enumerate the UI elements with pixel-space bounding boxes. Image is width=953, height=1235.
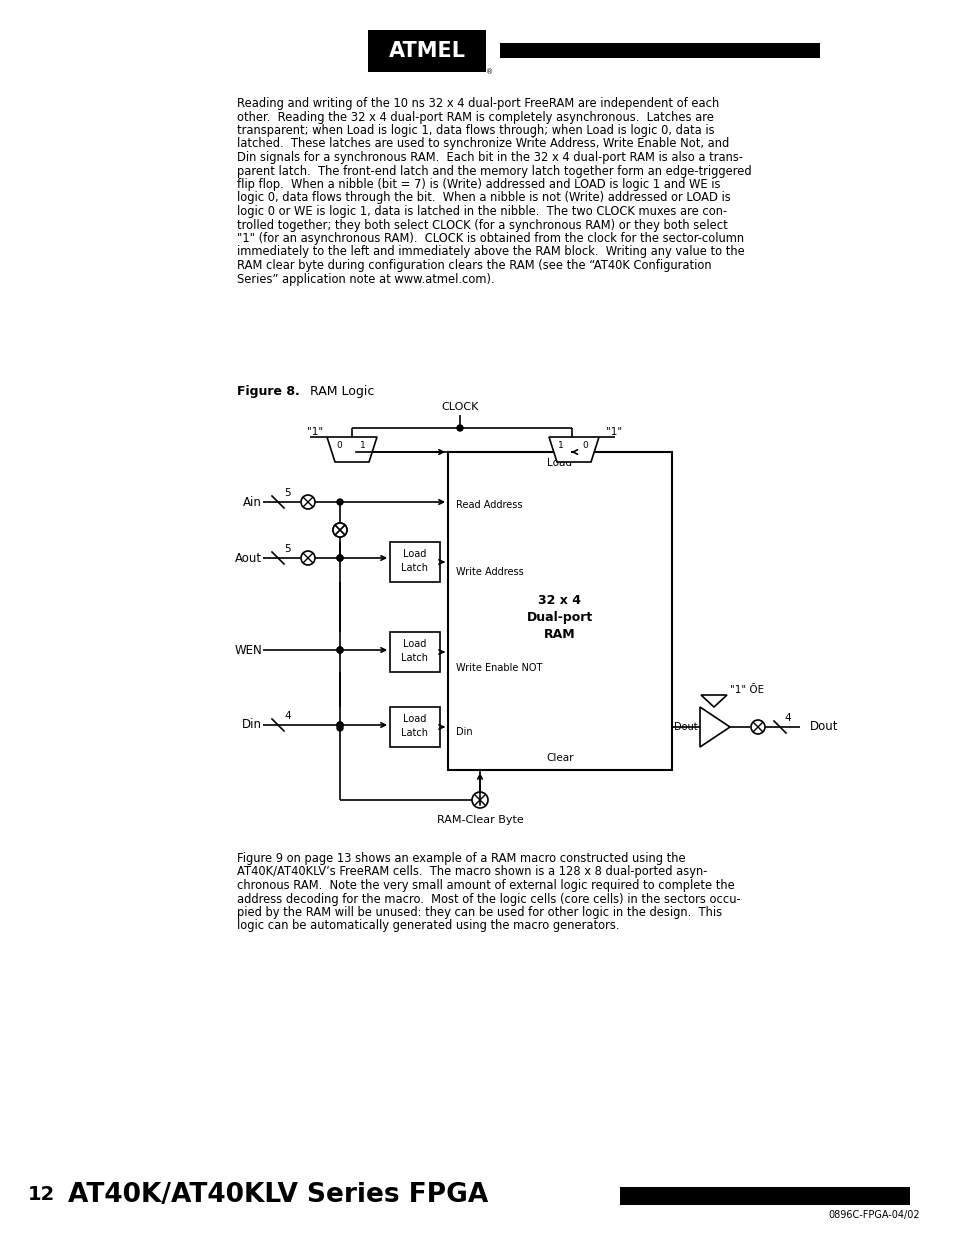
Text: "1": "1": [605, 427, 621, 437]
Text: Latch: Latch: [401, 653, 428, 663]
Text: CLOCK: CLOCK: [441, 403, 478, 412]
Text: "1" ŎE: "1" ŎE: [729, 685, 763, 695]
Text: logic can be automatically generated using the macro generators.: logic can be automatically generated usi…: [236, 920, 618, 932]
FancyBboxPatch shape: [390, 632, 439, 672]
Circle shape: [472, 792, 488, 808]
Text: logic 0 or WE is logic 1, data is latched in the nibble.  The two CLOCK muxes ar: logic 0 or WE is logic 1, data is latche…: [236, 205, 726, 219]
FancyBboxPatch shape: [448, 452, 671, 769]
Text: Latch: Latch: [401, 727, 428, 739]
Text: other.  Reading the 32 x 4 dual-port RAM is completely asynchronous.  Latches ar: other. Reading the 32 x 4 dual-port RAM …: [236, 110, 713, 124]
Circle shape: [456, 425, 462, 431]
Circle shape: [336, 722, 343, 727]
Circle shape: [750, 720, 764, 734]
Text: ®: ®: [486, 69, 493, 75]
Text: Series” application note at www.atmel.com).: Series” application note at www.atmel.co…: [236, 273, 494, 285]
Text: pied by the RAM will be unused: they can be used for other logic in the design. : pied by the RAM will be unused: they can…: [236, 906, 721, 919]
Text: address decoding for the macro.  Most of the logic cells (core cells) in the sec: address decoding for the macro. Most of …: [236, 893, 740, 905]
Text: Din: Din: [242, 719, 262, 731]
Text: logic 0, data flows through the bit.  When a nibble is not (Write) addressed or : logic 0, data flows through the bit. Whe…: [236, 191, 730, 205]
Text: trolled together; they both select CLOCK (for a synchronous RAM) or they both se: trolled together; they both select CLOCK…: [236, 219, 727, 231]
Text: Write Enable NOT: Write Enable NOT: [456, 663, 542, 673]
Text: Load: Load: [403, 638, 426, 650]
Circle shape: [301, 495, 314, 509]
Circle shape: [336, 555, 343, 561]
Text: Latch: Latch: [401, 563, 428, 573]
Polygon shape: [700, 706, 729, 747]
Text: Clear: Clear: [546, 753, 573, 763]
Text: "1" (for an asynchronous RAM).  CLOCK is obtained from the clock for the sector-: "1" (for an asynchronous RAM). CLOCK is …: [236, 232, 743, 245]
Text: parent latch.  The front-end latch and the memory latch together form an edge-tr: parent latch. The front-end latch and th…: [236, 164, 751, 178]
Text: 4: 4: [784, 713, 790, 722]
Text: AT40K/AT40KLV’s FreeRAM cells.  The macro shown is a 128 x 8 dual-ported asyn-: AT40K/AT40KLV’s FreeRAM cells. The macro…: [236, 866, 706, 878]
Text: 1: 1: [359, 441, 366, 450]
Text: Write Address: Write Address: [456, 567, 523, 577]
Circle shape: [336, 499, 343, 505]
Text: 12: 12: [28, 1186, 55, 1204]
FancyBboxPatch shape: [390, 706, 439, 747]
Text: Din signals for a synchronous RAM.  Each bit in the 32 x 4 dual-port RAM is also: Din signals for a synchronous RAM. Each …: [236, 151, 742, 164]
Text: 32 x 4: 32 x 4: [537, 594, 581, 606]
Text: AT40K/AT40KLV Series FPGA: AT40K/AT40KLV Series FPGA: [68, 1182, 488, 1208]
Text: Load: Load: [403, 550, 426, 559]
Text: RAM Logic: RAM Logic: [302, 385, 374, 398]
Text: ATMEL: ATMEL: [388, 41, 465, 61]
Text: Dout: Dout: [673, 722, 697, 732]
Text: "1": "1": [307, 427, 323, 437]
Circle shape: [336, 725, 343, 731]
Text: transparent; when Load is logic 1, data flows through; when Load is logic 0, dat: transparent; when Load is logic 1, data …: [236, 124, 714, 137]
Text: 1: 1: [558, 441, 563, 450]
Circle shape: [336, 647, 343, 653]
Text: Load: Load: [547, 458, 572, 468]
Polygon shape: [700, 695, 726, 706]
FancyBboxPatch shape: [499, 43, 820, 58]
Text: 0: 0: [335, 441, 341, 450]
Circle shape: [333, 522, 347, 537]
Text: Dual-port: Dual-port: [526, 610, 593, 624]
Text: Ain: Ain: [243, 495, 262, 509]
Text: Read Address: Read Address: [456, 500, 522, 510]
Text: Aout: Aout: [234, 552, 262, 564]
Text: flip flop.  When a nibble (bit = 7) is (Write) addressed and LOAD is logic 1 and: flip flop. When a nibble (bit = 7) is (W…: [236, 178, 720, 191]
Circle shape: [336, 555, 343, 561]
Polygon shape: [327, 437, 376, 462]
Text: 0896C-FPGA-04/02: 0896C-FPGA-04/02: [827, 1210, 919, 1220]
Text: WEN: WEN: [234, 643, 262, 657]
FancyBboxPatch shape: [390, 542, 439, 582]
Text: Load: Load: [403, 714, 426, 724]
Text: 5: 5: [284, 488, 291, 498]
FancyBboxPatch shape: [619, 1187, 909, 1205]
Text: RAM-Clear Byte: RAM-Clear Byte: [436, 815, 523, 825]
Circle shape: [301, 551, 314, 564]
FancyBboxPatch shape: [368, 30, 485, 72]
Text: 0: 0: [581, 441, 587, 450]
Text: Reading and writing of the 10 ns 32 x 4 dual-port FreeRAM are independent of eac: Reading and writing of the 10 ns 32 x 4 …: [236, 98, 719, 110]
Text: Figure 8.: Figure 8.: [236, 385, 299, 398]
Text: RAM: RAM: [543, 627, 576, 641]
Text: immediately to the left and immediately above the RAM block.  Writing any value : immediately to the left and immediately …: [236, 246, 744, 258]
Text: chronous RAM.  Note the very small amount of external logic required to complete: chronous RAM. Note the very small amount…: [236, 879, 734, 892]
Text: Figure 9 on page 13 shows an example of a RAM macro constructed using the: Figure 9 on page 13 shows an example of …: [236, 852, 685, 864]
Polygon shape: [548, 437, 598, 462]
Text: Dout: Dout: [809, 720, 838, 734]
Text: Din: Din: [456, 727, 472, 737]
Text: RAM clear byte during configuration clears the RAM (see the “AT40K Configuration: RAM clear byte during configuration clea…: [236, 259, 711, 272]
Circle shape: [336, 647, 343, 653]
Text: 4: 4: [284, 711, 291, 721]
Circle shape: [336, 722, 343, 727]
Circle shape: [333, 522, 347, 537]
Text: 5: 5: [284, 543, 291, 555]
Text: latched.  These latches are used to synchronize Write Address, Write Enable Not,: latched. These latches are used to synch…: [236, 137, 728, 151]
